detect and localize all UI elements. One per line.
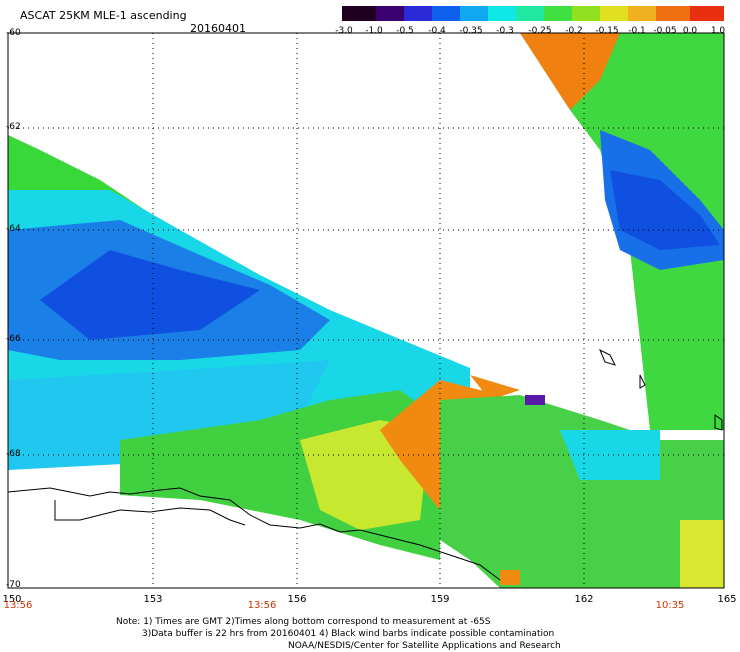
colorbar-seg-7	[544, 6, 572, 21]
product-date: 20160401	[190, 22, 246, 35]
colorbar-seg-8	[572, 6, 600, 21]
colorbar-label: -1.0	[365, 26, 383, 36]
colorbar-seg-1	[376, 6, 404, 21]
product-title: ASCAT 25KM MLE-1 ascending	[20, 9, 187, 22]
swath-right-bottom-cyan	[560, 430, 660, 480]
colorbar-seg-12	[690, 6, 724, 21]
colorbar-seg-3	[432, 6, 460, 21]
lat-label: -64	[6, 224, 21, 234]
colorbar-label: -0.5	[396, 26, 414, 36]
data-field	[8, 33, 724, 588]
lon-label: 156	[287, 594, 307, 605]
note-line-2: 3)Data buffer is 22 hrs from 20160401 4)…	[142, 629, 555, 639]
lon-label: 165	[717, 594, 737, 605]
colorbar	[342, 6, 724, 21]
swath-right-green	[520, 33, 724, 430]
time-label: 13:56	[247, 600, 277, 611]
time-label: 13:56	[3, 600, 33, 611]
lat-label: -70	[6, 580, 21, 590]
colorbar-label: -0.4	[428, 26, 446, 36]
colorbar-label: -0.05	[653, 26, 677, 36]
colorbar-seg-0	[342, 6, 376, 21]
colorbar-seg-5	[488, 6, 516, 21]
swath-left-lightblue	[8, 360, 330, 470]
colorbar-label: -0.1	[628, 26, 646, 36]
swath-right-bottom-yellow	[680, 520, 724, 588]
lon-label: 150	[2, 594, 22, 605]
lat-label: -68	[6, 449, 21, 459]
colorbar-seg-10	[628, 6, 656, 21]
lat-label: -66	[6, 334, 21, 344]
coastline	[7, 348, 723, 581]
lon-label: 153	[143, 594, 163, 605]
colorbar-seg-11	[656, 6, 690, 21]
colorbar-label: -0.15	[595, 26, 619, 36]
colorbar-seg-9	[600, 6, 628, 21]
colorbar-label: 1.0	[710, 26, 726, 36]
swath-left-orange2	[470, 375, 520, 400]
lon-label: 162	[574, 594, 594, 605]
map-frame	[7, 32, 725, 589]
colorbar-seg-4	[460, 6, 488, 21]
swath-right-orange	[520, 33, 620, 110]
colorbar-label: -0.3	[496, 26, 514, 36]
lon-label: 159	[430, 594, 450, 605]
swath-dark	[525, 395, 545, 405]
colorbar-label: 0.0	[682, 26, 698, 36]
note-line-3: NOAA/NESDIS/Center for Satellite Applica…	[288, 641, 561, 651]
colorbar-label: -0.2	[565, 26, 583, 36]
swath-left-deepblue	[40, 250, 260, 340]
colorbar-label: -3.0	[335, 26, 353, 36]
lat-label: -62	[6, 122, 21, 132]
time-label: 10:35	[655, 600, 685, 611]
colorbar-seg-2	[404, 6, 432, 21]
note-line-1: Note: 1) Times are GMT 2)Times along bot…	[116, 617, 491, 627]
swath-orange-small	[500, 570, 520, 585]
swath-right-deepblue	[610, 170, 720, 250]
colorbar-label: -0.35	[459, 26, 483, 36]
colorbar-seg-6	[516, 6, 544, 21]
colorbar-label: -0.25	[528, 26, 552, 36]
lat-label: -60	[6, 28, 21, 38]
